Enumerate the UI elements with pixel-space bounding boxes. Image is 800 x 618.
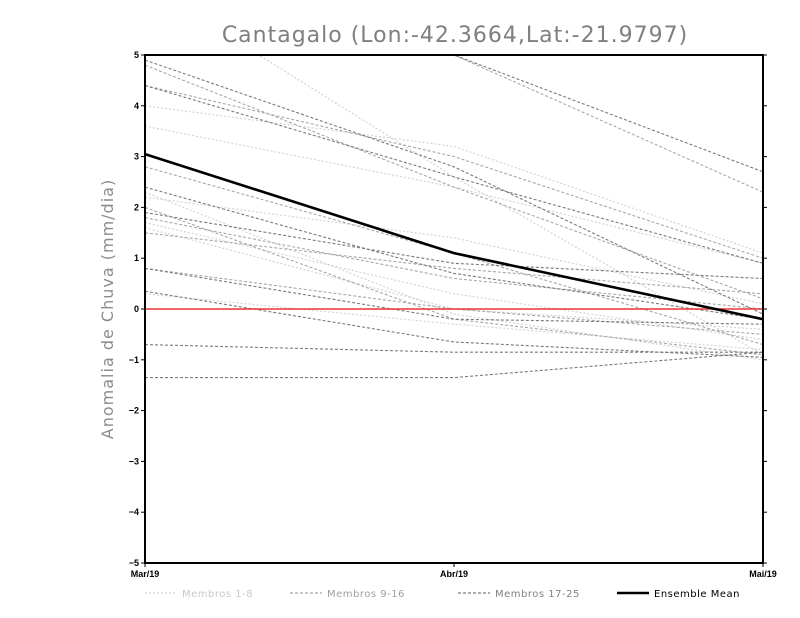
member-series-line-14 [452,55,763,193]
legend: Membros 1-8 Membros 9-16 Membros 17-25 Ense… [145,589,740,600]
legend-label: Membros 9-16 [327,589,405,600]
member-series-line-17 [145,84,763,264]
member-series-line-1 [145,105,763,254]
member-series-line-2 [145,125,763,264]
y-tick-label: 0 [134,304,139,314]
chart-title: Cantagalo (Lon:-42.3664,Lat:-21.9797) [222,23,688,48]
y-axis-label: Anomalia de Chuva (mm/dia) [98,179,117,439]
member-series-line-24 [145,59,763,315]
x-tick-label: Mai/19 [749,569,777,579]
member-series-line-15 [145,84,763,259]
x-tick-label: Abr/19 [440,569,468,579]
member-series-line-10 [145,166,763,346]
ensemble-mean-layer [145,152,763,321]
legend-label: Ensemble Mean [654,589,740,600]
legend-label: Membros 17-25 [495,589,580,600]
y-tick-label: 2 [134,202,139,212]
y-tick-label: −3 [129,456,139,466]
member-series-line-13 [145,206,763,356]
y-tick-label: −1 [129,355,139,365]
member-series-line-5 [145,191,763,361]
member-series-line-23 [145,351,763,379]
y-tick-label: 1 [134,253,139,263]
y-tick-label: 5 [134,50,139,60]
member-series-line-20 [145,267,763,325]
y-tick-label: −2 [129,406,139,416]
member-series-line-8 [145,293,763,351]
member-series-line-6 [145,227,763,330]
y-tick-label: 3 [134,152,139,162]
y-tick-label: −5 [129,558,139,568]
member-series-line-18 [145,186,763,320]
member-series-line-22 [145,344,763,353]
ensemble-mean-line [145,152,763,321]
member-series-line-4 [145,222,763,341]
series-layer [145,55,763,379]
x-tick-label: Mar/19 [131,569,160,579]
y-tick-label: 4 [134,101,139,111]
member-series-line-16 [145,232,763,295]
legend-label: Membros 1-8 [182,589,253,600]
member-series-line-9 [145,64,763,300]
y-tick-label: −4 [129,507,139,517]
member-series-line-11 [145,217,763,310]
